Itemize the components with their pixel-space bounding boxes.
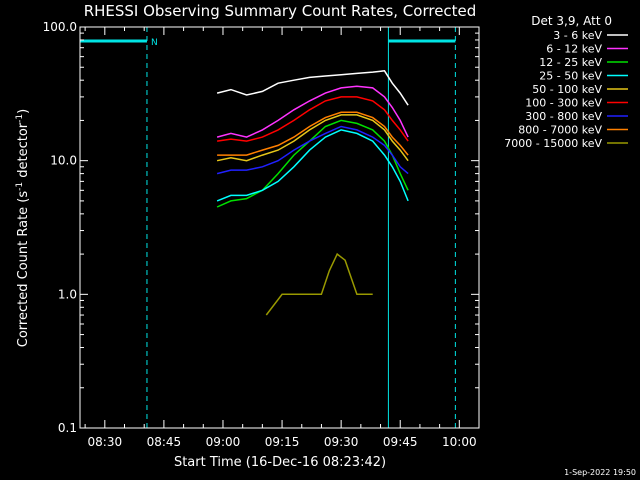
series-line [216,70,409,106]
series-line [216,119,409,208]
y-axis-label: Corrected Count Rate (s-1 detector-1) [15,109,31,347]
night-label: N [151,38,158,48]
timestamp: 1-Sep-2022 19:50 [564,468,636,477]
series-line [217,111,409,156]
legend-entry-label: 12 - 25 keV [539,56,602,69]
series-line [265,252,373,316]
y-axis-label-prefix: Corrected Count Rate (s [16,191,31,348]
y-tick-label: 100.0 [43,20,77,34]
x-tick-label: 09:45 [383,435,418,449]
legend-entry-label: 300 - 800 keV [525,110,602,123]
legend-entry-label: 800 - 7000 keV [518,124,602,137]
x-tick-label: 09:15 [265,435,300,449]
series-line [216,129,409,202]
legend-entry-label: 50 - 100 keV [532,83,602,96]
series-lines [216,70,409,316]
y-axis-label-sup1: -1 [15,182,25,191]
x-axis-label: Start Time (16-Dec-16 08:23:42) [174,455,386,470]
plot-frame [79,26,480,429]
x-tick-label: 09:30 [324,435,359,449]
y-axis-label-sup2: -1 [15,114,25,123]
legend-entry-label: 25 - 50 keV [539,70,602,83]
series-line [216,114,409,162]
plot-area: N 100.0 10.0 1.0 0.1 08:30 08:45 09:00 09:15 09… [43,20,480,449]
y-axis-label-suffix: ) [16,109,31,114]
y-axis-label-mid: detector [16,122,31,182]
x-tick-label: 08:45 [147,435,182,449]
y-tick-label: 10.0 [50,154,77,168]
x-tick-label: 09:00 [206,435,241,449]
series-line [216,85,409,138]
series-line [216,125,409,175]
legend-entry-label: 6 - 12 keV [546,43,602,56]
y-tick-label: 0.1 [58,421,77,435]
x-tick-label: 08:30 [88,435,123,449]
chart-title: RHESSI Observing Summary Count Rates, Co… [84,2,477,20]
y-axis-ticks: 100.0 10.0 1.0 0.1 [43,20,479,435]
y-tick-label: 1.0 [58,287,77,301]
night-markers: N [79,27,456,428]
legend-entry-label: 7000 - 15000 keV [504,137,602,150]
series-line [216,96,409,142]
legend-entry-label: 100 - 300 keV [525,97,602,110]
x-axis-ticks: 08:30 08:45 09:00 09:15 09:30 09:45 10:00 [84,27,480,449]
legend-entry-label: 3 - 6 keV [553,29,602,42]
x-tick-label: 10:00 [442,435,477,449]
legend-header: Det 3,9, Att 0 [531,14,612,28]
